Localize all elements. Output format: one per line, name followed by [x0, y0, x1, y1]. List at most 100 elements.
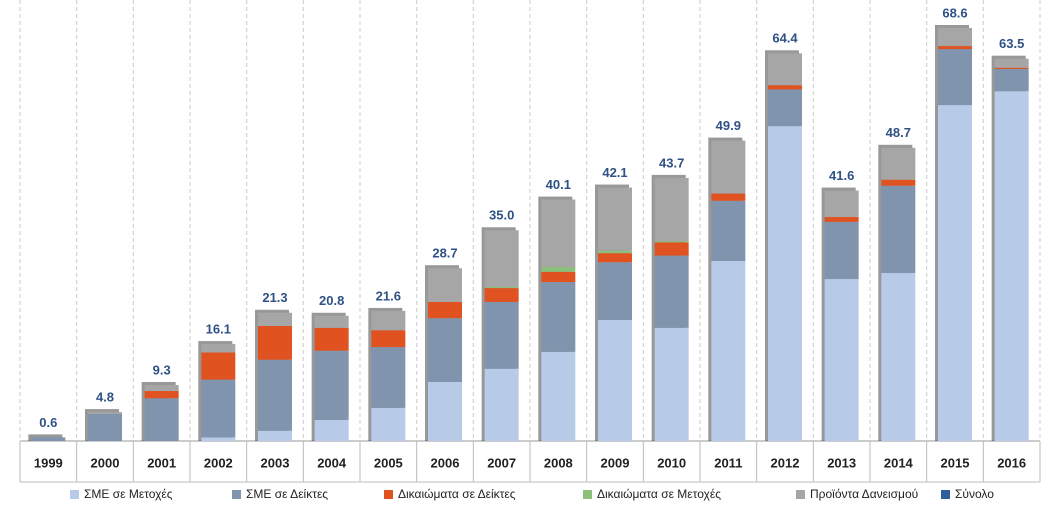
bar-segment	[484, 288, 519, 302]
total-label: 64.4	[772, 31, 798, 46]
bar-segment	[201, 437, 236, 441]
bar-segment	[654, 327, 689, 441]
x-tick-label: 2003	[261, 455, 290, 470]
bar-segment	[711, 193, 746, 201]
bar-segment	[994, 91, 1029, 441]
x-tick-label: 2014	[884, 455, 914, 470]
total-label: 48.7	[886, 125, 911, 140]
bar-segment	[144, 385, 179, 392]
total-label: 63.5	[999, 36, 1024, 51]
bar-segment	[824, 217, 859, 222]
bar-segment	[654, 241, 689, 243]
bar-segment	[881, 273, 916, 441]
x-tick-label: 2008	[544, 455, 573, 470]
bar-segment	[371, 407, 406, 441]
bar-segment	[598, 319, 632, 441]
total-label: 28.7	[432, 246, 457, 261]
bar-segment	[371, 347, 406, 408]
legend-swatch	[232, 490, 241, 499]
bar-segment	[824, 221, 859, 280]
total-label: 21.6	[376, 288, 401, 303]
x-tick-label: 2000	[91, 455, 120, 470]
bar-segment	[768, 85, 802, 90]
bar-segment	[654, 255, 689, 328]
bar-segment	[994, 67, 1029, 69]
bar-segment	[994, 58, 1029, 68]
total-label: 41.6	[829, 168, 854, 183]
total-label: 40.1	[546, 177, 571, 192]
total-label: 9.3	[153, 362, 171, 377]
bar-segment	[371, 310, 406, 331]
bar-segment	[768, 89, 802, 127]
bar-segment	[201, 379, 236, 438]
bar-segment	[258, 326, 292, 360]
bar-segment	[428, 301, 462, 319]
x-tick-label: 2001	[147, 455, 176, 470]
bar-segment	[711, 140, 746, 194]
bar-segment	[144, 391, 179, 399]
bar-segment	[598, 262, 632, 320]
bar-segment	[258, 430, 292, 441]
bar-segment	[598, 250, 632, 254]
legend-swatch	[941, 490, 950, 499]
bar-segment	[88, 412, 122, 414]
legend-swatch	[583, 490, 592, 499]
total-label: 21.3	[262, 290, 287, 305]
bar-segment	[598, 187, 632, 251]
total-label: 4.8	[96, 390, 114, 405]
x-tick-label: 1999	[34, 455, 63, 470]
bar-segment	[881, 179, 916, 186]
bar-segment	[314, 419, 349, 441]
total-label: 42.1	[602, 165, 627, 180]
bar-segment	[711, 260, 746, 441]
x-tick-label: 2011	[714, 455, 742, 470]
bar-segment	[654, 242, 689, 256]
bar-segment	[258, 312, 292, 327]
bar-segment	[31, 437, 66, 441]
bar-segment	[428, 382, 462, 441]
bar-segment	[484, 286, 519, 289]
bar-segment	[541, 199, 576, 268]
legend-label: Δικαιώματα σε Μετοχές	[597, 487, 721, 501]
bar-segment	[144, 398, 179, 441]
bar-segment	[88, 413, 122, 441]
legend-label: ΣΜΕ σε Δείκτες	[246, 487, 328, 501]
legend-label: Προϊόντα Δανεισμού	[810, 487, 918, 501]
bar-segment	[428, 268, 462, 302]
bar-segment	[881, 185, 916, 274]
bar-segment	[938, 28, 972, 47]
x-tick-label: 2009	[601, 455, 630, 470]
bar-segment	[768, 53, 802, 86]
total-label: 35.0	[489, 208, 514, 223]
x-tick-label: 2004	[317, 455, 347, 470]
total-label: 43.7	[659, 155, 684, 170]
legend-label: ΣΜΕ σε Μετοχές	[84, 487, 173, 501]
x-tick-label: 2012	[771, 455, 800, 470]
bar-segment	[711, 200, 746, 261]
bar-segment	[598, 253, 632, 263]
total-label: 20.8	[319, 293, 344, 308]
bar-segment	[314, 327, 349, 351]
bar-segment	[484, 230, 519, 287]
total-label: 16.1	[206, 322, 231, 337]
bar-segment	[314, 350, 349, 420]
x-tick-label: 2005	[374, 455, 403, 470]
bar-segment	[938, 49, 972, 106]
legend-label: Σύνολο	[955, 487, 994, 501]
total-label: 68.6	[942, 5, 967, 20]
bar-segment	[484, 368, 519, 441]
bar-segment	[768, 126, 802, 441]
legend-swatch	[70, 490, 79, 499]
legend-label: Δικαιώματα σε Δείκτες	[398, 487, 516, 501]
bar-segment	[428, 318, 462, 382]
bar-segment	[201, 344, 236, 353]
x-tick-label: 2010	[657, 455, 686, 470]
bar-segment	[541, 351, 576, 441]
bar-segment	[938, 105, 972, 442]
bar-segment	[541, 271, 576, 283]
bar-segment	[541, 267, 576, 272]
x-tick-label: 2013	[827, 455, 856, 470]
bar-segment	[881, 147, 916, 180]
bar-segment	[258, 359, 292, 431]
